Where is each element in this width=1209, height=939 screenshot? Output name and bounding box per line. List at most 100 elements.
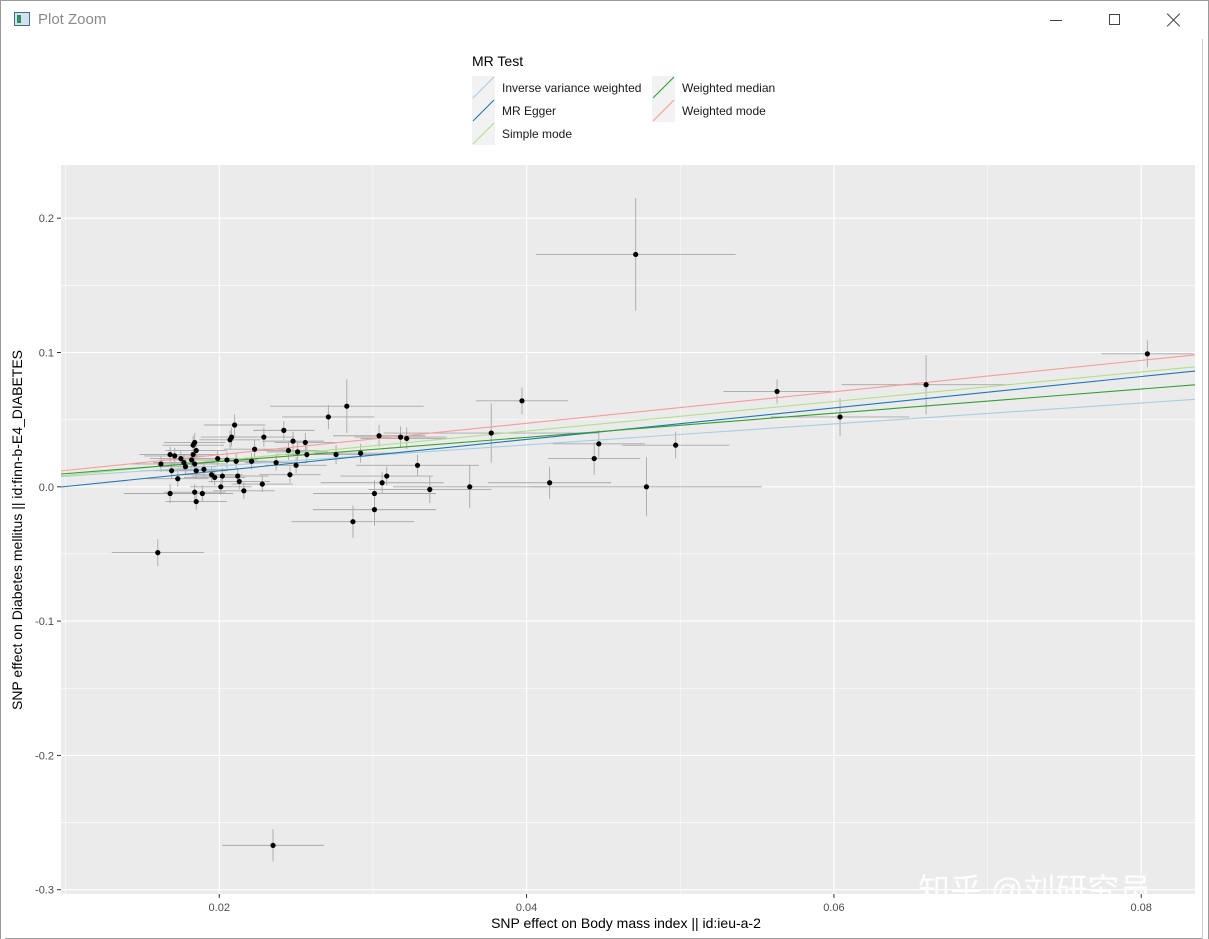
data-point (293, 462, 299, 468)
data-point (467, 484, 473, 490)
left-window-edge (1, 39, 5, 939)
data-point (235, 473, 241, 479)
window-title: Plot Zoom (38, 11, 107, 28)
data-point (837, 414, 843, 420)
data-point (325, 414, 331, 420)
legend-key-line (472, 99, 495, 122)
y-tick-label: -0.3 (35, 885, 54, 897)
fit-line (60, 366, 1196, 477)
data-point (344, 403, 350, 409)
y-tick-label: -0.2 (35, 750, 54, 762)
title-bar[interactable]: Plot Zoom (1, 1, 1208, 39)
legend-key-line (652, 99, 675, 122)
legend-label: Weighted mode (682, 104, 766, 118)
legend: MR Test Inverse variance weighted MR Egge… (472, 53, 775, 145)
data-point (199, 490, 205, 497)
data-point (219, 473, 225, 479)
data-point (241, 488, 247, 494)
fit-line (60, 398, 1196, 478)
data-point (596, 441, 602, 447)
y-tick-label: -0.1 (35, 616, 54, 628)
data-point (285, 447, 292, 454)
data-point (350, 519, 356, 525)
x-tick-label: 0.02 (209, 902, 230, 914)
minimize-icon (1050, 20, 1062, 21)
data-point (233, 458, 239, 464)
data-point (673, 442, 679, 448)
data-points (155, 251, 1150, 848)
data-point (182, 464, 189, 470)
data-point (169, 468, 175, 474)
data-point (358, 450, 364, 456)
maximize-icon (1109, 14, 1120, 25)
data-point (172, 453, 178, 459)
data-point (189, 457, 195, 463)
legend-key-line (652, 76, 675, 99)
right-window-edge (1202, 39, 1208, 939)
data-point (190, 451, 196, 458)
maximize-button[interactable] (1095, 7, 1135, 33)
data-point (192, 461, 198, 467)
y-axis-title: SNP effect on Diabetes mellitus || id:fi… (9, 350, 25, 710)
legend-title: MR Test (472, 53, 523, 69)
plot-panel (61, 165, 1195, 894)
legend-key-line (472, 76, 495, 99)
fit-line (60, 354, 1196, 472)
data-point (261, 434, 267, 440)
data-point (201, 466, 207, 472)
data-point (232, 422, 238, 428)
data-point (248, 458, 255, 464)
data-point (212, 474, 218, 480)
data-point (774, 388, 780, 395)
data-point (236, 478, 242, 485)
data-point (228, 434, 235, 440)
data-point (397, 434, 404, 440)
data-point (270, 842, 276, 848)
legend-label: Weighted median (682, 81, 775, 95)
data-point (379, 480, 385, 486)
data-point (181, 460, 187, 466)
data-point (224, 457, 230, 463)
data-point (167, 451, 173, 458)
data-point (215, 455, 221, 462)
data-point (273, 460, 279, 466)
data-point (414, 462, 421, 468)
y-tick-label: 0.1 (39, 347, 54, 359)
data-point (193, 468, 199, 474)
x-tick-label: 0.06 (823, 902, 844, 914)
fit-line (60, 384, 1196, 475)
data-point (643, 484, 650, 490)
grid-lines (61, 165, 1195, 894)
minimize-button[interactable] (1036, 7, 1076, 33)
watermark: 知乎 @刘研究员 (918, 872, 1151, 908)
legend-label: Simple mode (502, 127, 572, 141)
legend-label: MR Egger (502, 104, 556, 118)
x-axis-title: SNP effect on Body mass index || id:ieu-… (491, 915, 761, 931)
fit-lines (60, 354, 1196, 488)
data-point (287, 472, 293, 478)
data-point (302, 439, 308, 446)
data-point (547, 480, 553, 486)
data-point (633, 251, 639, 258)
legend-label: Inverse variance weighted (502, 81, 641, 95)
data-point (193, 447, 199, 454)
data-point (376, 433, 382, 439)
data-point (923, 382, 929, 388)
data-point (193, 498, 199, 505)
legend-key-line (472, 122, 495, 145)
data-point (591, 455, 597, 462)
data-point (259, 481, 265, 487)
data-point (371, 507, 378, 513)
data-point (1144, 351, 1150, 357)
y-tick-label: 0.2 (39, 213, 54, 225)
data-point (384, 473, 390, 479)
y-tick-label: 0.0 (39, 482, 54, 494)
data-point (178, 455, 184, 462)
plot-zoom-icon (14, 12, 30, 26)
data-point (427, 486, 433, 493)
data-point (281, 427, 287, 433)
data-point (333, 451, 339, 458)
data-point (371, 490, 378, 497)
data-point (175, 476, 181, 482)
